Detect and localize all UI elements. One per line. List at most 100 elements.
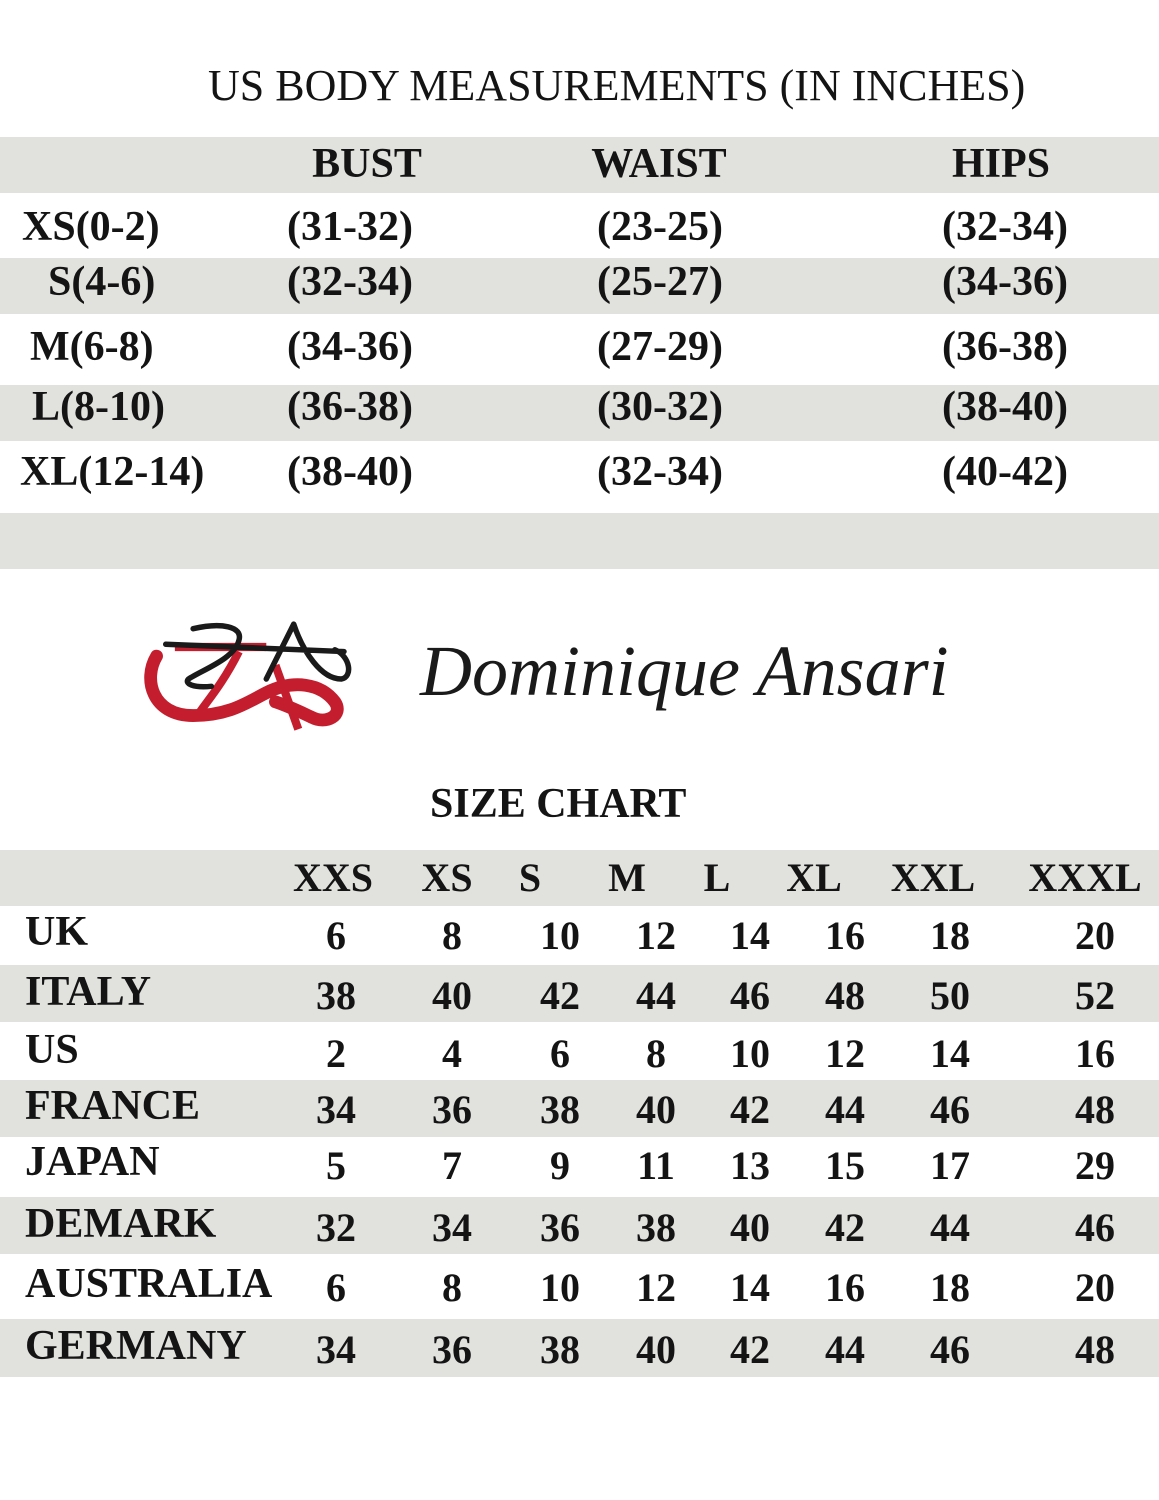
- size-cell: 34: [316, 1327, 356, 1372]
- measurement-cell: (32-34): [942, 204, 1068, 250]
- size-cell: 36: [432, 1087, 472, 1132]
- size-cell: 48: [825, 973, 865, 1018]
- country-label: US: [25, 1027, 79, 1073]
- size-cell: 48: [1075, 1087, 1115, 1132]
- measurement-cell: (31-32): [287, 204, 413, 250]
- column-header: S: [518, 855, 542, 900]
- size-cell: 6: [326, 1265, 346, 1310]
- measurement-cell: (27-29): [597, 324, 723, 370]
- size-cell: 12: [636, 913, 676, 958]
- size-cell: 12: [636, 1265, 676, 1310]
- size-cell: 44: [930, 1205, 970, 1250]
- size-cell: 15: [825, 1143, 865, 1188]
- size-cell: 14: [730, 913, 770, 958]
- size-cell: 10: [540, 1265, 580, 1310]
- measurement-cell: (23-25): [597, 204, 723, 250]
- column-header: HIPS: [951, 141, 1051, 187]
- country-label: ITALY: [25, 969, 152, 1015]
- size-cell: 12: [825, 1031, 865, 1076]
- size-cell: 46: [730, 973, 770, 1018]
- country-label: DEMARK: [25, 1201, 217, 1247]
- size-cell: 34: [316, 1087, 356, 1132]
- size-cell: 5: [326, 1143, 346, 1188]
- size-cell: 20: [1075, 913, 1115, 958]
- size-cell: 42: [825, 1205, 865, 1250]
- size-cell: 40: [636, 1087, 676, 1132]
- footer-band: [0, 513, 1159, 569]
- size-cell: 4: [442, 1031, 462, 1076]
- size-cell: 40: [432, 973, 472, 1018]
- size-cell: 16: [1075, 1031, 1115, 1076]
- column-header: M: [608, 855, 646, 900]
- size-cell: 8: [442, 913, 462, 958]
- size-cell: 20: [1075, 1265, 1115, 1310]
- size-cell: 16: [825, 1265, 865, 1310]
- size-cell: 6: [550, 1031, 570, 1076]
- size-cell: 38: [636, 1205, 676, 1250]
- row-band: [0, 258, 1159, 314]
- size-cell: 32: [316, 1205, 356, 1250]
- size-cell: 36: [432, 1327, 472, 1372]
- row-band: [0, 385, 1159, 441]
- size-label: M(6-8): [30, 324, 154, 370]
- size-cell: 52: [1075, 973, 1115, 1018]
- measurement-cell: (36-38): [942, 324, 1068, 370]
- size-cell: 11: [637, 1143, 675, 1188]
- measurement-cell: (34-36): [942, 259, 1068, 305]
- size-label: XS(0-2): [22, 204, 160, 250]
- column-header: XS: [421, 855, 473, 900]
- size-cell: 10: [540, 913, 580, 958]
- country-label: FRANCE: [25, 1083, 200, 1129]
- size-cell: 14: [730, 1265, 770, 1310]
- size-cell: 40: [730, 1205, 770, 1250]
- size-cell: 6: [326, 913, 346, 958]
- size-cell: 17: [930, 1143, 970, 1188]
- size-cell: 8: [646, 1031, 666, 1076]
- column-header: WAIST: [591, 141, 727, 187]
- size-cell: 16: [825, 913, 865, 958]
- size-cell: 10: [730, 1031, 770, 1076]
- column-header: XXXL: [1028, 855, 1142, 900]
- country-label: JAPAN: [25, 1139, 160, 1185]
- country-label: UK: [25, 909, 88, 955]
- size-chart-title: SIZE CHART: [430, 781, 687, 827]
- size-cell: 48: [1075, 1327, 1115, 1372]
- size-cell: 44: [825, 1087, 865, 1132]
- measurement-cell: (38-40): [287, 449, 413, 495]
- measurement-cell: (25-27): [597, 259, 723, 305]
- header-band: [0, 137, 1159, 193]
- size-cell: 42: [730, 1327, 770, 1372]
- country-label: GERMANY: [25, 1323, 247, 1369]
- size-label: S(4-6): [48, 259, 156, 305]
- size-cell: 29: [1075, 1143, 1115, 1188]
- measurement-cell: (38-40): [942, 384, 1068, 430]
- size-cell: 34: [432, 1205, 472, 1250]
- da-monogram-icon: [144, 621, 352, 731]
- size-cell: 42: [540, 973, 580, 1018]
- size-cell: 46: [930, 1087, 970, 1132]
- size-cell: 46: [930, 1327, 970, 1372]
- column-header: XXL: [890, 855, 976, 900]
- size-cell: 40: [636, 1327, 676, 1372]
- measurement-cell: (36-38): [287, 384, 413, 430]
- row-band: [0, 1080, 1159, 1137]
- size-cell: 2: [326, 1031, 346, 1076]
- column-header: BUST: [312, 141, 422, 187]
- column-header: XXS: [292, 855, 374, 900]
- size-cell: 38: [316, 973, 356, 1018]
- header-band: [0, 850, 1159, 906]
- brand-name: Dominique Ansari: [420, 631, 949, 711]
- size-label: L(8-10): [32, 384, 165, 430]
- measurement-cell: (40-42): [942, 449, 1068, 495]
- row-band: [0, 1319, 1159, 1377]
- country-label: AUSTRALIA: [25, 1261, 273, 1307]
- size-cell: 18: [930, 913, 970, 958]
- measurement-cell: (32-34): [287, 259, 413, 305]
- size-cell: 42: [730, 1087, 770, 1132]
- size-label: XL(12-14): [20, 449, 205, 495]
- size-cell: 18: [930, 1265, 970, 1310]
- measurement-cell: (34-36): [287, 324, 413, 370]
- size-cell: 50: [930, 973, 970, 1018]
- size-cell: 44: [636, 973, 676, 1018]
